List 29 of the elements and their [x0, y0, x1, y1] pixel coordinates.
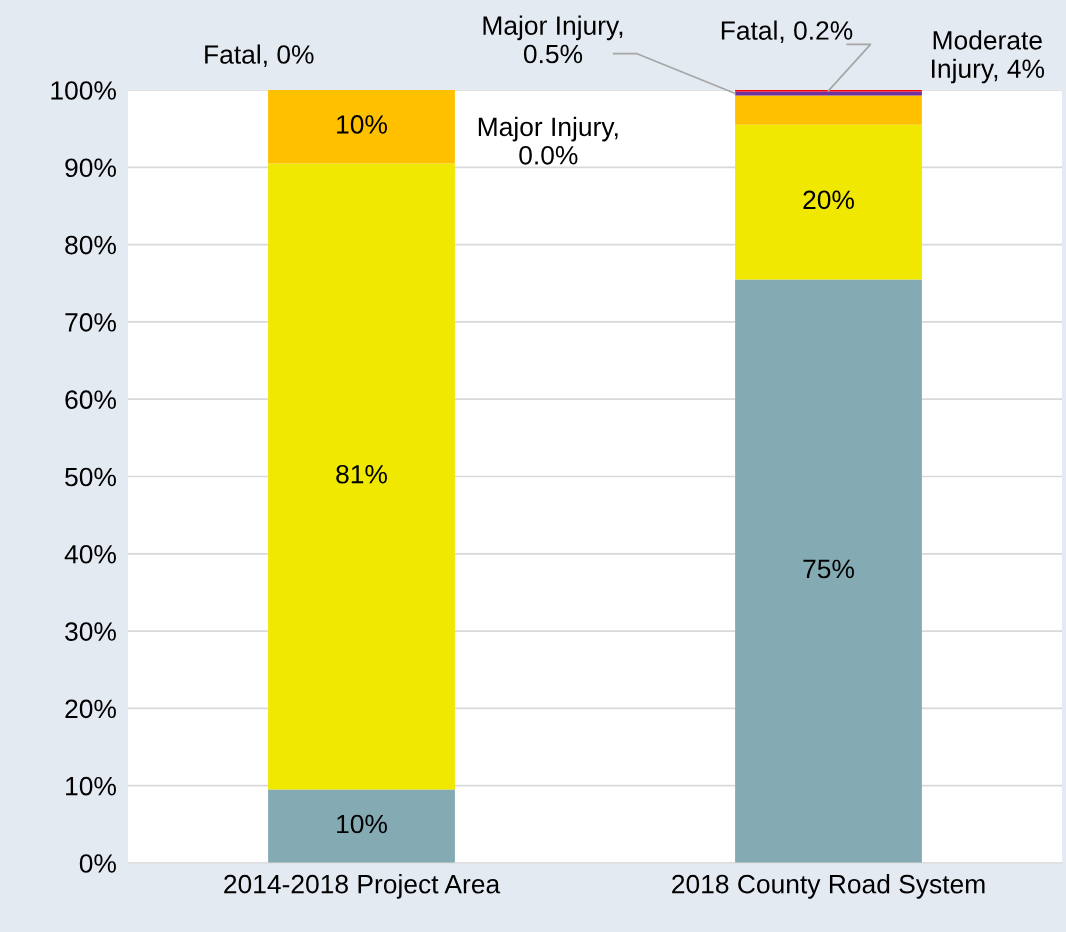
text: Fatal, 0%: [205, 44, 314, 67]
data-label: 20%: [803, 190, 854, 210]
y-tick-label: 100%: [51, 81, 116, 100]
y-tick-label: 80%: [65, 235, 116, 255]
bar: [268, 90, 455, 164]
y-tick-label: 60%: [65, 390, 116, 410]
data-label: 81%: [336, 464, 387, 484]
data-label: 10%: [337, 814, 387, 834]
bar: [735, 95, 922, 125]
y-tick-label: 70%: [65, 313, 116, 332]
data-label: 75%: [803, 559, 854, 579]
data-label: Fatal, 0.2%: [721, 20, 853, 43]
x-tick-label: 2014-2018 Project Area: [224, 874, 501, 899]
y-tick-label: 90%: [65, 158, 116, 178]
y-tick-label: 20%: [65, 699, 116, 719]
bar: [268, 163, 455, 790]
bar: [268, 789, 455, 863]
data-label: Major Injury, 0.5%: [483, 15, 623, 64]
y-tick-label: 40%: [64, 544, 116, 564]
data-label: 10%: [337, 115, 387, 134]
y-tick-label: 10%: [66, 776, 116, 796]
bar: [735, 279, 922, 863]
bar: [735, 124, 922, 280]
y-tick-label: 0%: [79, 854, 116, 873]
y-tick-label: 50%: [65, 467, 116, 487]
y-tick-label: 30%: [65, 622, 116, 641]
x-tick-label: 2018 County Road System: [672, 874, 985, 899]
text: Moderate Injury, 4%: [932, 30, 1045, 84]
annotation: Major Injury, 0.0%: [478, 116, 618, 165]
